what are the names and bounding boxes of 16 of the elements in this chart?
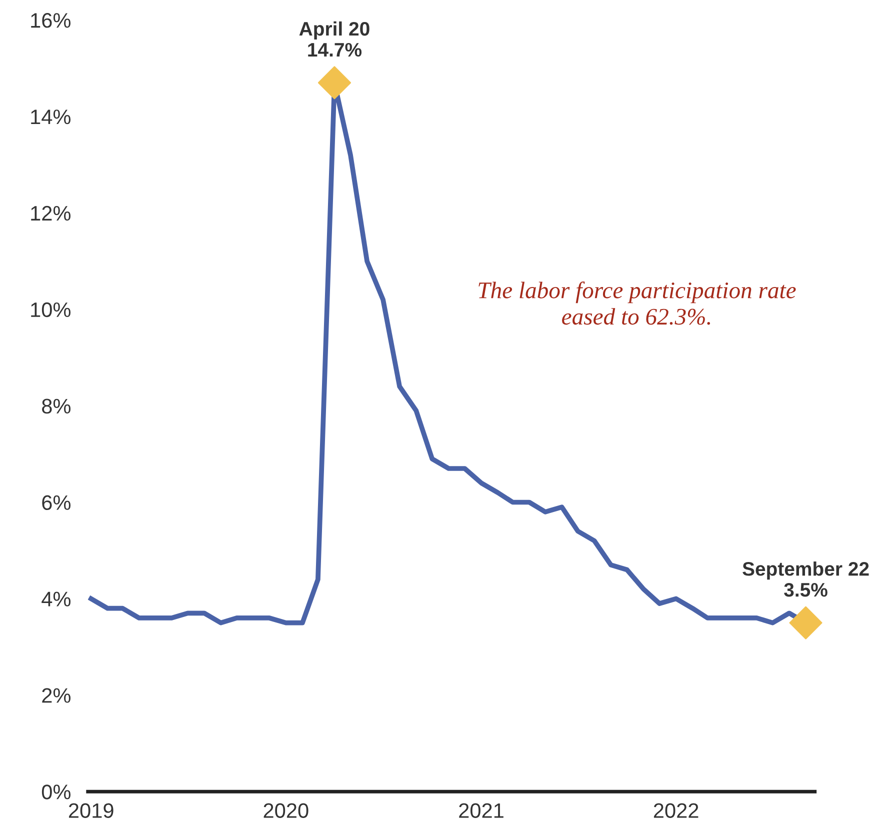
x-tick-label: 2021 xyxy=(459,803,504,818)
annotation: April 20 14.7% xyxy=(299,21,370,57)
annotation: The labor force participation rate eased to 62.3%. xyxy=(478,282,796,325)
y-tick-label: 4% xyxy=(42,592,70,606)
y-tick-label: 8% xyxy=(42,398,70,414)
x-tick-label: 2020 xyxy=(264,803,308,818)
y-tick-label: 16% xyxy=(31,13,70,28)
y-tick-label: 14% xyxy=(31,110,70,124)
y-tick-label: 6% xyxy=(42,495,70,510)
y-tick-label: 0% xyxy=(42,784,70,800)
x-tick-label: 2019 xyxy=(68,803,114,818)
y-tick-label: 2% xyxy=(42,688,70,703)
y-tick-label: 10% xyxy=(31,302,70,318)
annotation: September 22 3.5% xyxy=(742,562,869,597)
x-tick-label: 2022 xyxy=(654,803,698,818)
y-tick-label: 12% xyxy=(31,206,70,221)
